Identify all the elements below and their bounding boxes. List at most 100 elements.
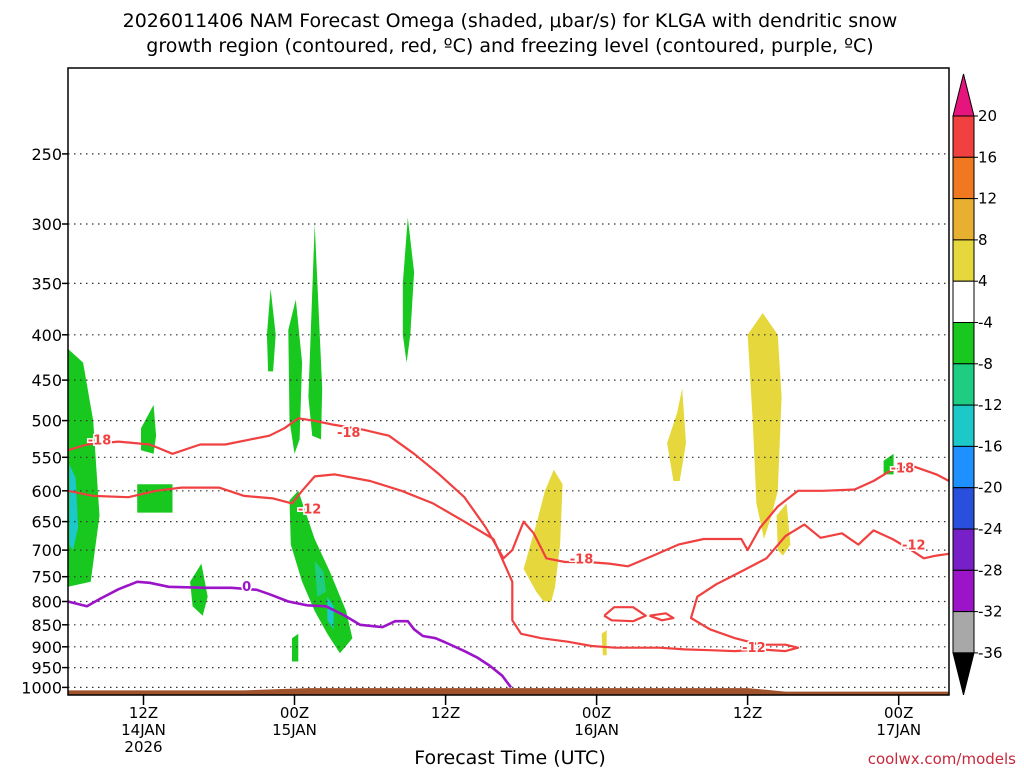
y-tick-label-850: 850 [31, 616, 62, 635]
colorbar-bin-9 [952, 487, 975, 530]
colorbar-label-13: -36 [978, 644, 1003, 662]
x-tick-label-0-3: 2026 [124, 738, 162, 756]
colorbar-bin-6 [952, 363, 975, 406]
y-tick-label-650: 650 [31, 513, 62, 532]
colorbar-label-3: 8 [978, 231, 988, 249]
x-tick-label-1-2: 15JAN [272, 721, 317, 739]
colorbar-bin-7 [952, 404, 975, 447]
omega-region-2 [141, 404, 157, 454]
colorbar-label-0: 20 [978, 107, 997, 125]
colorbar-bin-5 [952, 322, 975, 365]
colorbar-label-7: -12 [978, 396, 1003, 414]
colorbar-bin-2 [952, 198, 975, 241]
isotherm-label-1: -18 [337, 426, 361, 441]
chart-title-line-2: growth region (contoured, red, ºC) and f… [146, 35, 873, 57]
freezing-level-line-1 [952, 686, 1006, 690]
y-tick-label-800: 800 [31, 593, 62, 612]
y-tick-label-1000: 1000 [21, 678, 62, 697]
colorbar-label-2: 12 [978, 190, 997, 208]
colorbar-bin-10 [952, 528, 975, 571]
y-tick-label-750: 750 [31, 568, 62, 587]
y-tick-label-350: 350 [31, 274, 62, 293]
colorbar: 20 16 12 8 4 -4 -8 -12 -16 -20 -24 -28 -32 -36 [952, 73, 1003, 696]
colorbar-bin-4 [952, 280, 975, 324]
y-tick-label-400: 400 [31, 326, 62, 345]
terrain-surface [68, 688, 949, 695]
x-tick-label-0-1: 12Z [129, 704, 158, 722]
x-tick-label-4-1: 12Z [733, 704, 762, 722]
x-tick-label-2-1: 12Z [431, 704, 460, 722]
y-tick-label-300: 300 [31, 215, 62, 234]
colorbar-bin-0 [952, 115, 975, 158]
terrain-layer [68, 688, 949, 695]
omega-region-12 [402, 217, 415, 363]
y-tick-label-550: 550 [31, 448, 62, 467]
chart-title-line-1: 2026011406 NAM Forecast Omega (shaded, μ… [123, 10, 898, 32]
omega-region-14 [601, 630, 607, 656]
colorbar-label-5: -4 [978, 314, 993, 332]
x-tick-label-3-2: 16JAN [574, 721, 619, 739]
colorbar-label-1: 16 [978, 148, 997, 166]
omega-region-5 [266, 288, 276, 372]
y-tick-label-500: 500 [31, 412, 62, 431]
x-axis-title: Forecast Time (UTC) [414, 747, 605, 768]
isotherm-label-6: -12 [902, 539, 926, 554]
y-tick-label-600: 600 [31, 482, 62, 501]
isotherm-minus18-line-1 [603, 606, 647, 623]
y-tick-label-450: 450 [31, 371, 62, 390]
colorbar-bin-3 [952, 239, 975, 282]
omega-region-13 [523, 469, 563, 602]
plot-frame [67, 67, 950, 696]
colorbar-bin-11 [952, 569, 975, 613]
isotherm-labels: -18 -18 -12 -18 -12 -18 -12 0 [86, 425, 927, 658]
omega-region-16 [747, 313, 782, 539]
isotherm-label-0: -18 [88, 433, 112, 448]
isotherm-minus18-line-2 [649, 612, 675, 622]
colorbar-label-6: -8 [978, 355, 993, 373]
freezing-level-line-0 [68, 580, 513, 689]
x-tick-label-3-1: 00Z [582, 704, 611, 722]
colorbar-bin-1 [952, 156, 975, 200]
omega-region-18 [883, 453, 894, 475]
omega-region-4 [190, 563, 208, 616]
colorbar-label-9: -20 [978, 479, 1003, 497]
isotherm-minus18-line-0 [68, 417, 949, 568]
y-tick-label-900: 900 [31, 638, 62, 657]
x-tick-label-5-2: 17JAN [876, 721, 921, 739]
colorbar-top-arrow [952, 73, 975, 117]
omega-region-15 [667, 388, 686, 481]
x-tick-label-1-1: 00Z [280, 704, 309, 722]
isotherm-label-3: -18 [570, 552, 594, 567]
omega-region-17 [776, 503, 791, 556]
isotherm-contours [68, 417, 1006, 690]
isotherm-label-5: -18 [891, 462, 915, 477]
y-tick-label-700: 700 [31, 541, 62, 560]
colorbar-label-8: -16 [978, 437, 1003, 455]
omega-region-0 [68, 348, 100, 587]
x-tick-label-0-2: 14JAN [121, 721, 166, 739]
y-tick-label-950: 950 [31, 659, 62, 678]
y-tick-label-250: 250 [31, 145, 62, 164]
colorbar-label-12: -32 [978, 603, 1003, 621]
omega-region-1 [69, 464, 79, 551]
isotherm-minus12-line-0 [68, 473, 949, 653]
omega-region-11 [292, 633, 299, 662]
colorbar-bottom-arrow [952, 652, 975, 696]
isotherm-label-2: -12 [298, 502, 322, 517]
credit-text: coolwx.com/models [868, 750, 1016, 768]
omega-region-6 [288, 299, 303, 454]
colorbar-label-4: 4 [978, 272, 988, 290]
colorbar-bin-8 [952, 445, 975, 489]
y-axis: 250 300 350 400 450 500 550 600 650 700 750 800 850 9… [21, 145, 68, 697]
colorbar-label-11: -28 [978, 561, 1003, 579]
isotherm-label-7: 0 [242, 580, 251, 595]
isotherm-label-4: -12 [742, 641, 766, 656]
omega-region-7 [308, 224, 323, 440]
colorbar-bin-12 [952, 611, 975, 654]
omega-region-9 [314, 561, 326, 597]
x-tick-label-5-1: 00Z [884, 704, 913, 722]
omega-region-10 [327, 596, 334, 630]
omega-region-20 [981, 413, 1014, 516]
